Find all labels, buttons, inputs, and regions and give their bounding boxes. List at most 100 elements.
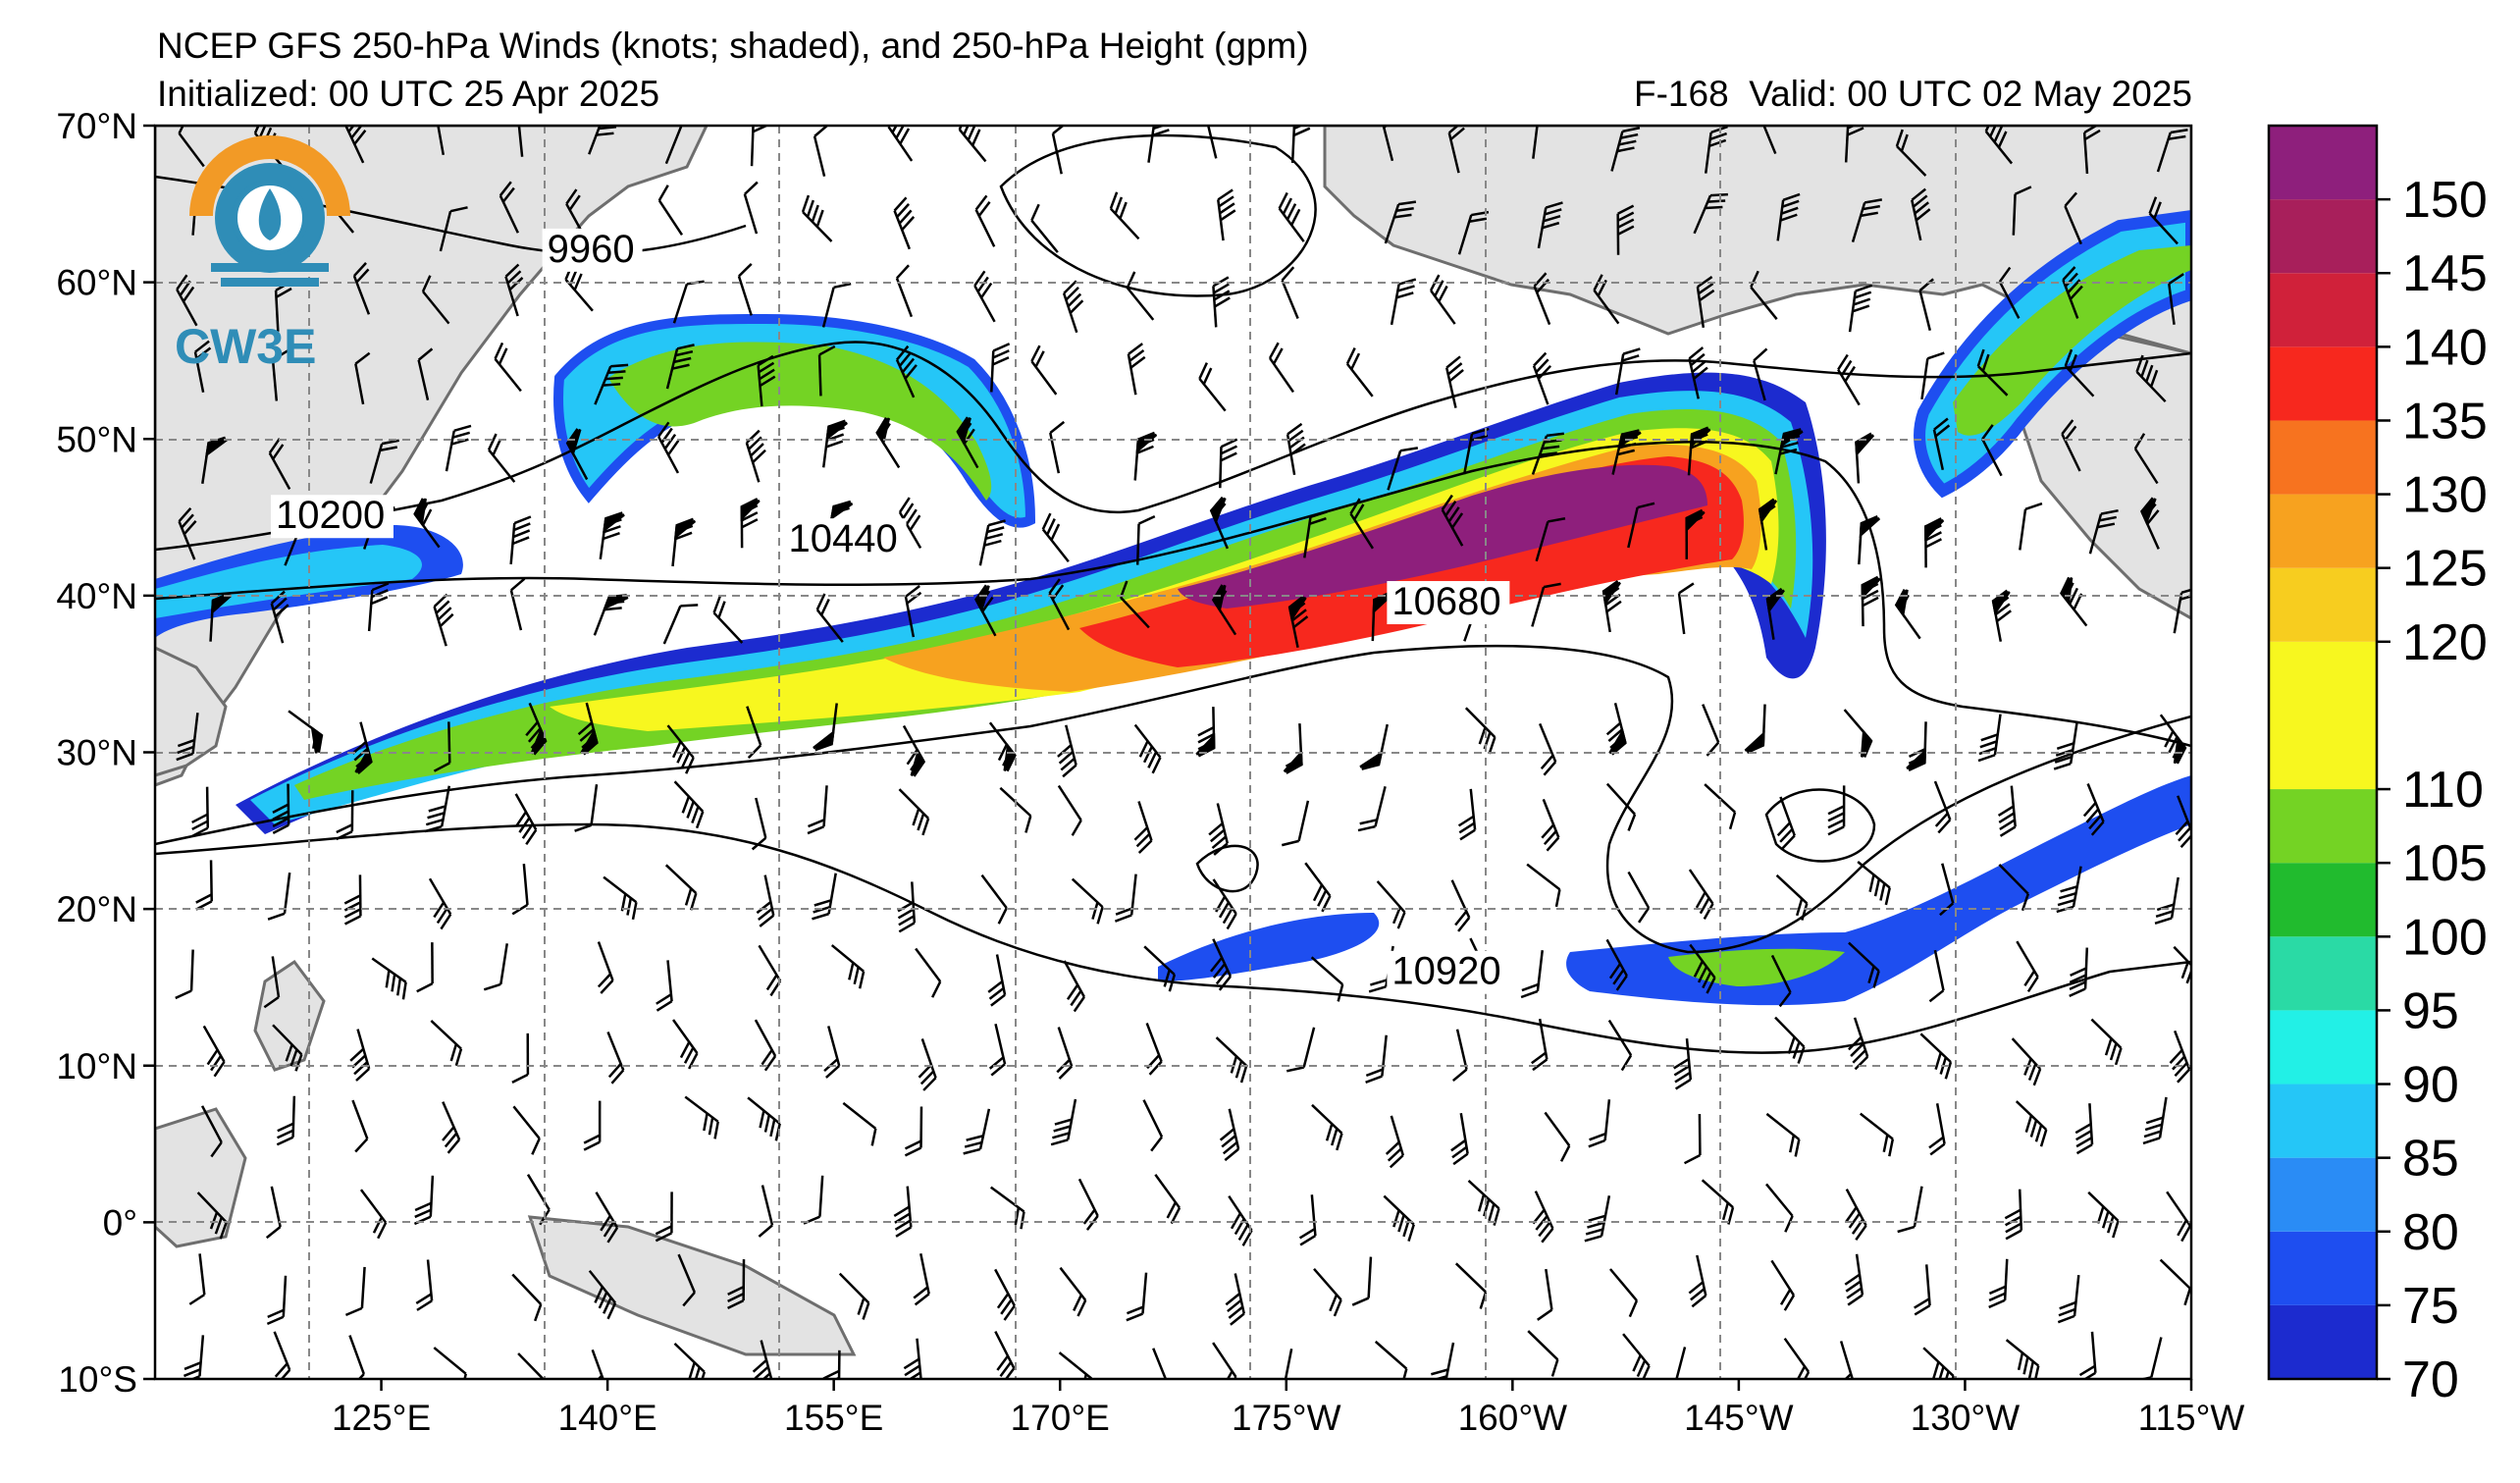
lat-tick-label: 50°N (56, 419, 137, 459)
wind-barb (1991, 589, 2012, 642)
contour-label-bg (1387, 950, 1510, 994)
logo-wave-bar-1 (211, 263, 329, 272)
wind-barb (1119, 580, 1150, 629)
wind-barb (1142, 1099, 1164, 1152)
wind-barb (271, 349, 289, 401)
wind-barb (1030, 203, 1059, 253)
wind-barb (1998, 266, 2021, 319)
wind-barb (1351, 1256, 1373, 1306)
wind-barb (1268, 342, 1294, 394)
colorbar-label: 125 (2402, 541, 2488, 598)
wind-barb (1693, 192, 1728, 235)
wind-barb (588, 126, 617, 155)
wind-barb (898, 497, 922, 549)
wind-barb (838, 1272, 870, 1320)
contour-10440 (155, 441, 2191, 748)
wind-barb (1627, 502, 1655, 549)
wind-barb (1605, 938, 1628, 991)
wind-barb (817, 344, 836, 397)
wind-barb (1535, 516, 1566, 562)
colorbar-label: 95 (2402, 982, 2459, 1039)
wind-barb (1313, 1267, 1342, 1317)
wind-barb (430, 1020, 463, 1067)
wind-barb (1447, 126, 1465, 174)
wind-barb (1215, 1036, 1248, 1084)
wind-barb (1843, 709, 1873, 758)
wind-barb (1770, 954, 1792, 1008)
wind-barb (1071, 877, 1104, 925)
wind-barb (1520, 950, 1544, 999)
wind-barb (1135, 515, 1156, 565)
wind-barb (813, 703, 838, 752)
wind-barb (336, 790, 354, 841)
colorbar-segment (2269, 567, 2377, 642)
wind-barb (589, 1349, 608, 1379)
wind-barb (2159, 714, 2187, 765)
wind-barb (525, 702, 548, 756)
wind-barb (1048, 578, 1071, 631)
wind-barb (974, 584, 997, 637)
wind-barb (2062, 266, 2083, 319)
wind-barb (1776, 796, 1796, 850)
wind-barb (737, 262, 753, 316)
wind-barb (1030, 344, 1058, 396)
wind-barb (1988, 1258, 2009, 1309)
wind-barb (1278, 191, 1305, 242)
wind-barb (1541, 798, 1560, 852)
colorbar-label: 110 (2402, 762, 2484, 819)
lat-tick-label: 40°N (56, 576, 137, 616)
lat-tick-label: 70°N (56, 106, 137, 146)
wind-barb (813, 126, 829, 177)
wind-barb (1212, 276, 1231, 328)
wind-barb (1827, 785, 1846, 836)
wind-barb (2019, 502, 2043, 551)
wind-barb (812, 873, 837, 921)
wind-barb (1770, 1259, 1796, 1311)
wind-barb (1454, 1262, 1488, 1309)
wind-barb (747, 1096, 781, 1141)
colorbar-label: 130 (2402, 467, 2488, 524)
contour-low-north (999, 133, 1317, 297)
wind-barb (1702, 704, 1720, 757)
wind-barb (178, 506, 197, 560)
contour-label: 10200 (276, 494, 385, 537)
wind-barb (1114, 874, 1137, 923)
wind-barb (1750, 270, 1778, 321)
wind-barb (2140, 497, 2160, 550)
wind-barb (583, 1100, 602, 1151)
wind-barb (1688, 346, 1708, 399)
wind-barb (1126, 1272, 1148, 1322)
wind-barb (1303, 510, 1328, 558)
wind-barb (807, 785, 828, 835)
lat-tick-label: 0° (103, 1202, 137, 1243)
wind-barb (1858, 515, 1881, 565)
wind-barb (664, 126, 700, 165)
contour-label: 10920 (1391, 950, 1500, 993)
contour-label: 9960 (548, 228, 635, 271)
wind-barb (1588, 1099, 1611, 1148)
lat-tick-label: 60°N (56, 263, 137, 303)
subtropical-jet-mid (1158, 913, 1380, 981)
wind-barb (1208, 803, 1230, 856)
wind-barb (1211, 584, 1237, 636)
wind-barb (511, 1273, 543, 1322)
wind-barb (1063, 960, 1085, 1013)
wind-barb (1844, 126, 1864, 163)
wind-barb (1467, 1180, 1500, 1226)
wind-barb (509, 515, 532, 565)
wind-barb (2064, 191, 2082, 245)
colorbar-label: 135 (2402, 393, 2488, 450)
wind-barb (1359, 723, 1389, 770)
lat-tick-label: 10°S (58, 1359, 137, 1400)
wind-barb (1688, 869, 1714, 920)
wind-barb (1837, 353, 1861, 406)
wind-barb (512, 1105, 541, 1155)
wind-barb (913, 1252, 930, 1306)
wind-barb (1304, 862, 1332, 913)
contour-high-small (1195, 844, 1259, 893)
wind-barb (1281, 266, 1299, 319)
wind-barb (1924, 517, 1945, 568)
wind-barb (2156, 129, 2188, 173)
wind-barb (266, 1275, 288, 1326)
wind-barb (1147, 126, 1171, 163)
